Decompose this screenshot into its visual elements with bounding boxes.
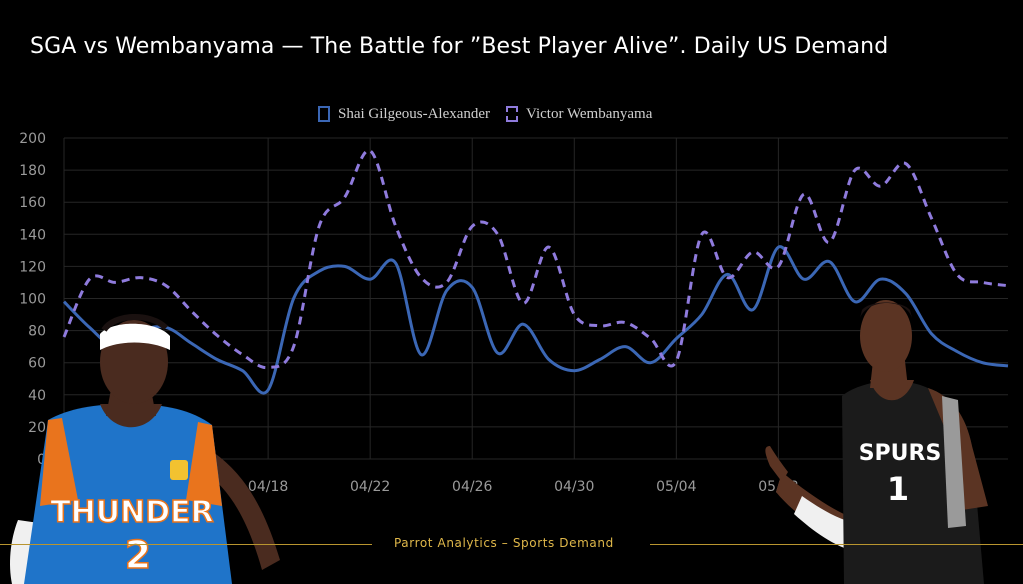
x-tick-label: 04/26 bbox=[452, 479, 492, 495]
chart-title: SGA vs Wembanyama — The Battle for ”Best… bbox=[30, 34, 889, 59]
data-point-wembanyama bbox=[394, 224, 398, 228]
footer-credit: Parrot Analytics – Sports Demand bbox=[0, 536, 1023, 554]
y-tick-label: 20 bbox=[28, 420, 46, 436]
data-point-sga bbox=[700, 313, 704, 317]
data-point-wembanyama bbox=[623, 321, 627, 325]
data-point-wembanyama bbox=[598, 324, 602, 328]
data-point-wembanyama bbox=[776, 264, 780, 268]
data-point-sga bbox=[419, 353, 423, 357]
data-point-wembanyama bbox=[496, 232, 500, 236]
svg-text:2: 2 bbox=[125, 533, 151, 577]
footer-rule-right bbox=[650, 544, 1023, 545]
data-point-wembanyama bbox=[521, 301, 525, 305]
data-point-sga bbox=[394, 261, 398, 265]
y-tick-label: 40 bbox=[28, 388, 46, 404]
data-point-wembanyama bbox=[368, 149, 372, 153]
data-point-sga bbox=[496, 351, 500, 355]
data-point-wembanyama bbox=[343, 195, 347, 199]
data-point-wembanyama bbox=[445, 280, 449, 284]
data-point-sga bbox=[343, 264, 347, 268]
data-point-wembanyama bbox=[674, 359, 678, 363]
data-point-sga bbox=[598, 357, 602, 361]
series-line-sga bbox=[62, 245, 1009, 395]
footer-rule-left bbox=[0, 544, 372, 545]
data-point-wembanyama bbox=[139, 276, 143, 280]
chart-grid bbox=[63, 137, 1008, 460]
data-point-wembanyama bbox=[164, 284, 168, 288]
data-point-sga bbox=[368, 277, 372, 281]
sga-player-photo: THUNDER 2 bbox=[10, 313, 280, 584]
legend-label-wembanyama: Victor Wembanyama bbox=[526, 105, 653, 122]
legend-swatch-solid-icon bbox=[318, 106, 330, 122]
data-point-wembanyama bbox=[572, 313, 576, 317]
y-tick-label: 160 bbox=[19, 195, 46, 211]
y-tick-label: 100 bbox=[19, 292, 46, 308]
legend-item-wembanyama[interactable]: Victor Wembanyama bbox=[506, 106, 652, 123]
data-point-sga bbox=[470, 285, 474, 289]
data-point-wembanyama bbox=[980, 280, 984, 284]
data-point-wembanyama bbox=[649, 337, 653, 341]
data-point-wembanyama bbox=[317, 224, 321, 228]
data-point-wembanyama bbox=[113, 280, 117, 284]
data-point-sga bbox=[827, 260, 831, 264]
y-tick-label: 180 bbox=[19, 163, 46, 179]
data-point-wembanyama bbox=[955, 272, 959, 276]
wembanyama-player-photo: SPURS 1 bbox=[765, 300, 988, 584]
footer-text: Parrot Analytics – Sports Demand bbox=[394, 536, 614, 550]
data-point-sga bbox=[776, 245, 780, 249]
data-point-wembanyama bbox=[725, 276, 729, 280]
data-point-wembanyama bbox=[470, 224, 474, 228]
data-point-wembanyama bbox=[88, 277, 92, 281]
data-point-wembanyama bbox=[751, 250, 755, 254]
chart-legend: Shai Gilgeous-Alexander Victor Wembanyam… bbox=[318, 103, 652, 125]
y-tick-label: 200 bbox=[19, 131, 46, 147]
data-point-wembanyama bbox=[1006, 284, 1010, 288]
data-point-wembanyama bbox=[700, 232, 704, 236]
data-point-wembanyama bbox=[827, 240, 831, 244]
data-point-sga bbox=[674, 337, 678, 341]
svg-text:THUNDER: THUNDER bbox=[50, 495, 214, 530]
data-point-sga bbox=[878, 277, 882, 281]
legend-item-sga[interactable]: Shai Gilgeous-Alexander bbox=[318, 106, 490, 123]
y-tick-label: 0 bbox=[37, 452, 46, 468]
y-tick-label: 80 bbox=[28, 324, 46, 340]
svg-text:SPURS: SPURS bbox=[859, 441, 942, 466]
y-tick-label: 140 bbox=[19, 227, 46, 243]
svg-text:1: 1 bbox=[887, 470, 909, 508]
x-tick-label: 04/30 bbox=[554, 479, 594, 495]
legend-label-sga: Shai Gilgeous-Alexander bbox=[338, 105, 491, 122]
series-line-wembanyama bbox=[62, 149, 1009, 370]
y-tick-label: 120 bbox=[19, 259, 46, 275]
y-tick-label: 60 bbox=[28, 356, 46, 372]
data-point-sga bbox=[623, 345, 627, 349]
data-point-wembanyama bbox=[929, 216, 933, 220]
data-point-wembanyama bbox=[853, 168, 857, 172]
data-point-sga bbox=[802, 277, 806, 281]
data-point-wembanyama bbox=[547, 245, 551, 249]
data-point-sga bbox=[317, 269, 321, 273]
x-tick-label: 05/04 bbox=[656, 479, 696, 495]
data-point-wembanyama bbox=[419, 276, 423, 280]
data-point-sga bbox=[572, 369, 576, 373]
chart-series bbox=[62, 149, 1010, 395]
data-point-sga bbox=[445, 288, 449, 292]
x-tick-label: 04/22 bbox=[350, 479, 390, 495]
legend-swatch-dashed-icon bbox=[506, 106, 519, 122]
data-point-sga bbox=[547, 357, 551, 361]
data-point-wembanyama bbox=[802, 192, 806, 196]
data-point-sga bbox=[649, 361, 653, 365]
data-point-wembanyama bbox=[878, 184, 882, 188]
x-tick-label: 04/18 bbox=[248, 479, 288, 495]
data-point-wembanyama bbox=[904, 162, 908, 166]
data-point-sga bbox=[521, 322, 525, 326]
